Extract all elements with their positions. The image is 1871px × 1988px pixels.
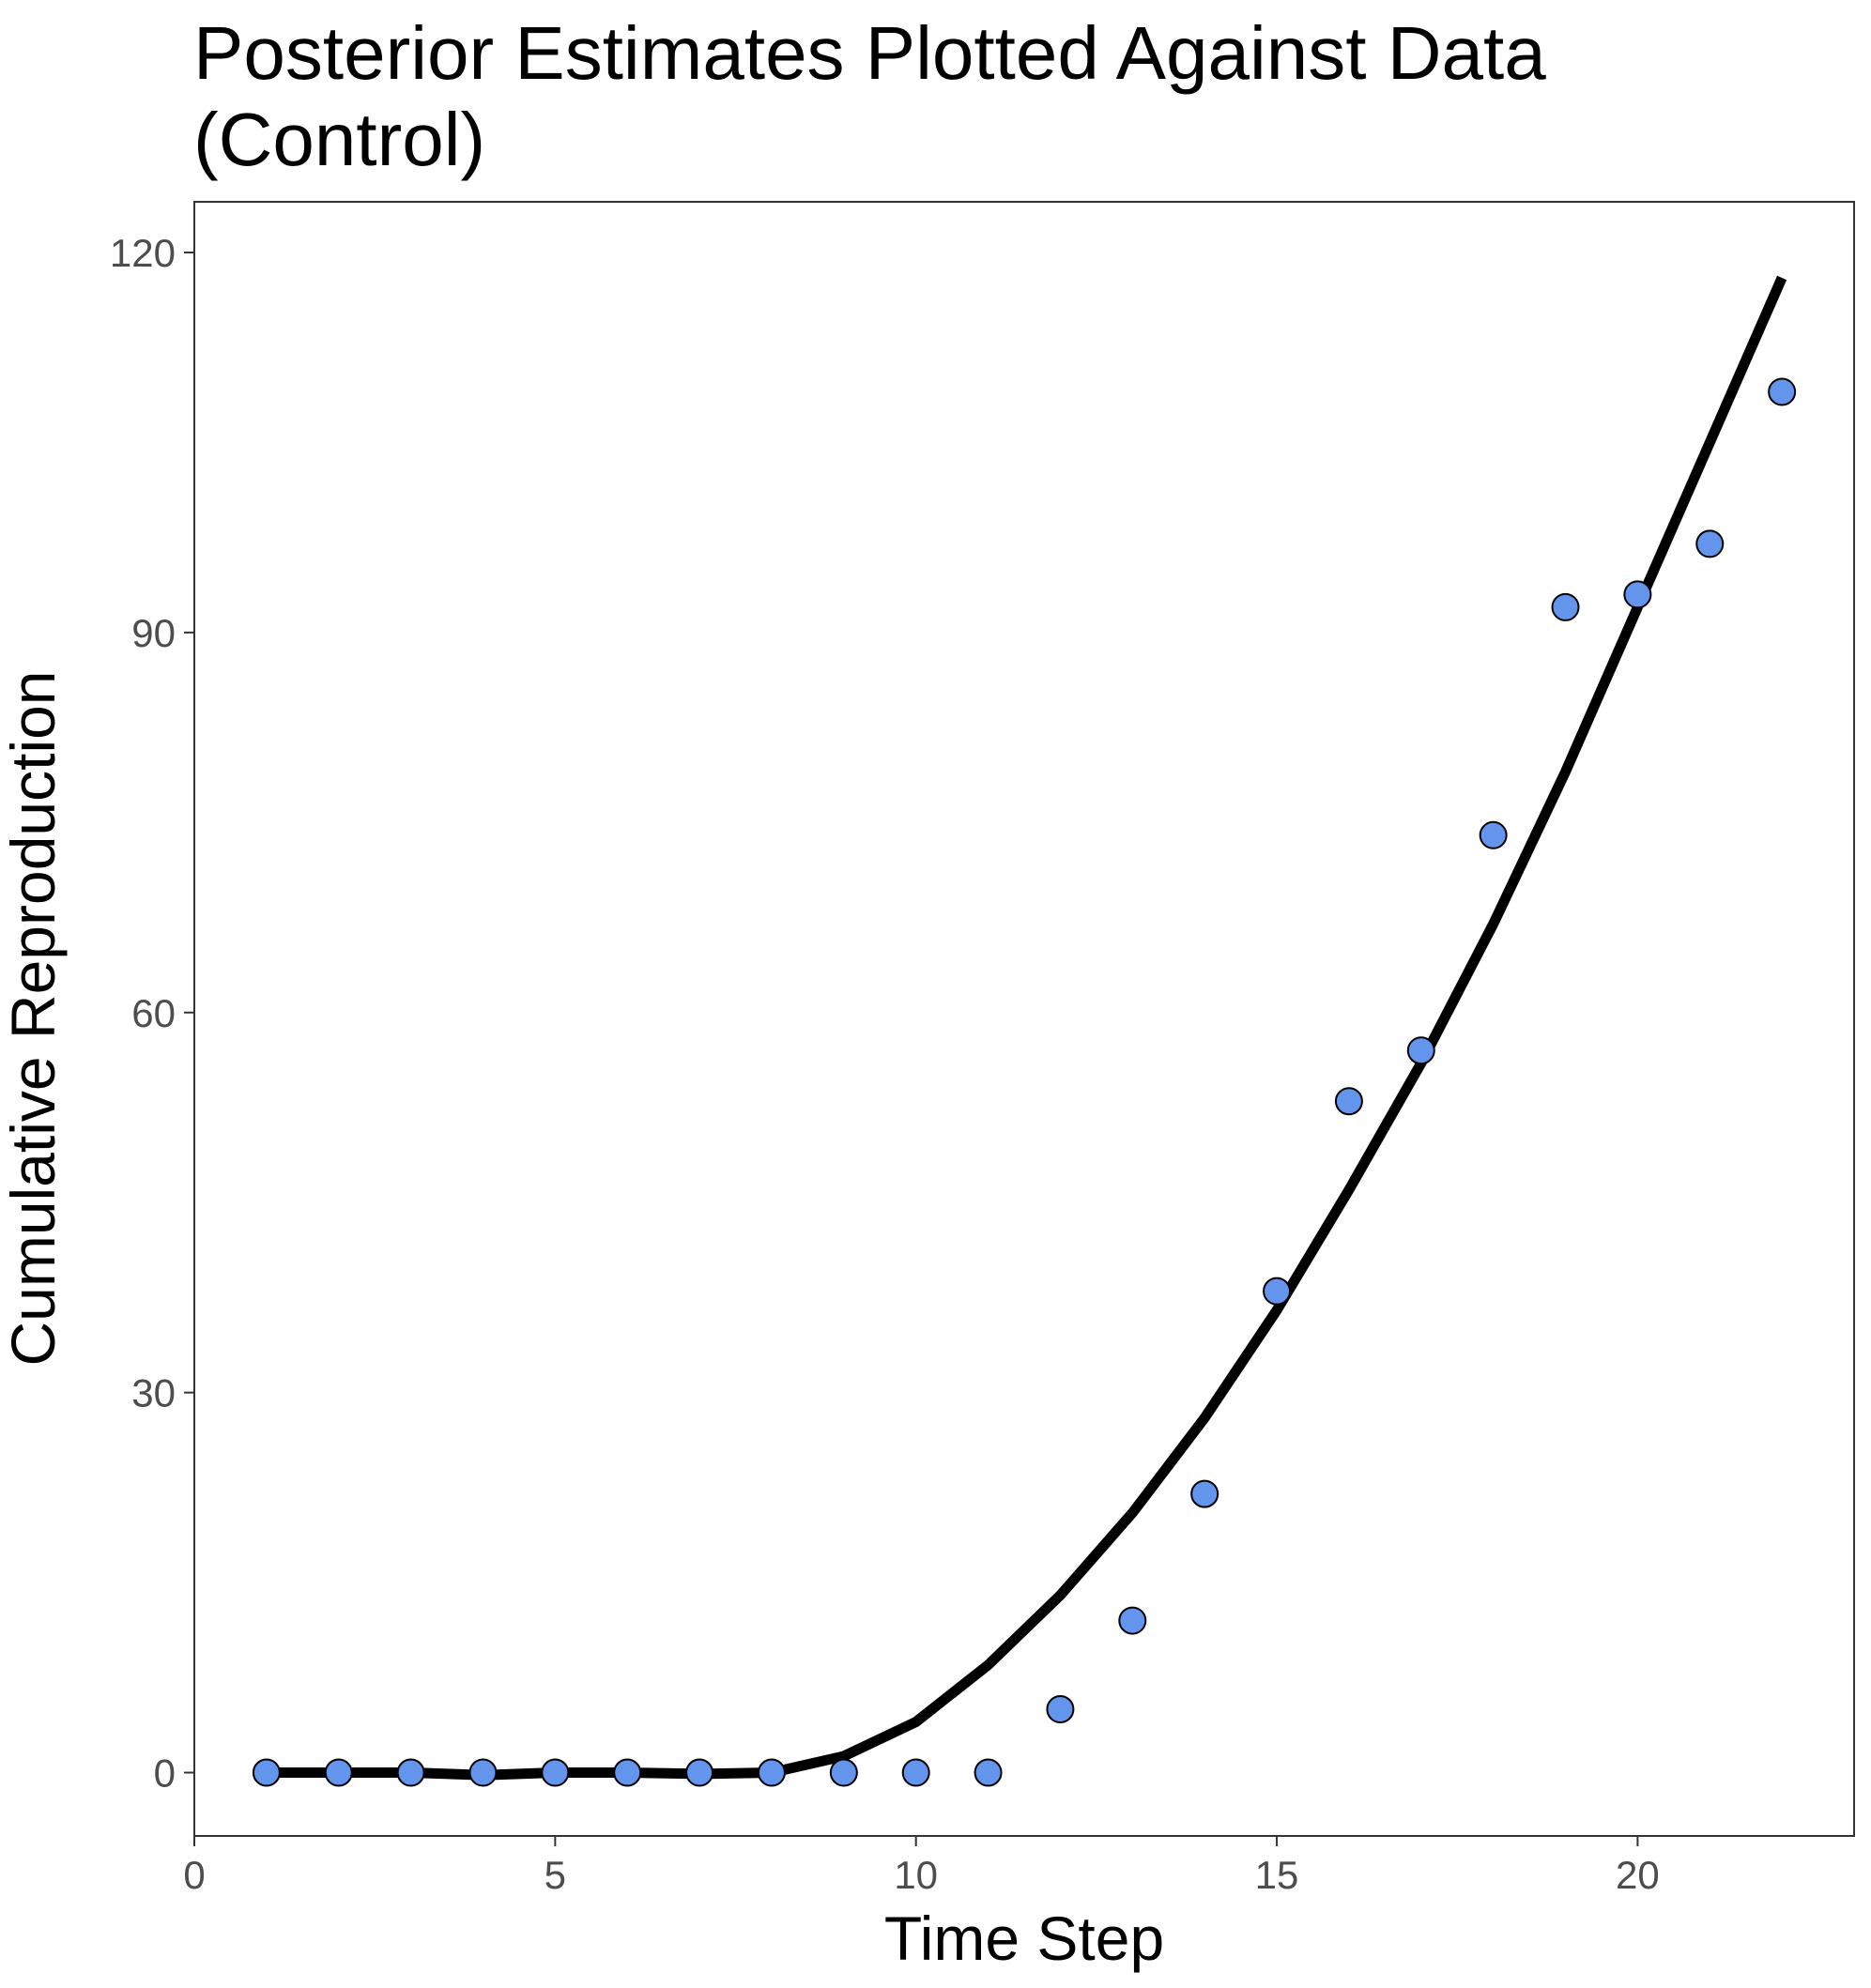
data-point [541, 1758, 570, 1787]
data-point [1334, 1087, 1363, 1116]
posterior-estimate-line [266, 275, 1787, 1781]
data-point [974, 1758, 1003, 1787]
data-point [613, 1758, 642, 1787]
data-point [1479, 820, 1508, 849]
x-tick-label: 10 [894, 1853, 938, 1897]
series-layer [252, 275, 1797, 1787]
data-point [1695, 529, 1725, 558]
chart-title-line-2: (Control) [193, 98, 485, 181]
y-tick-label: 90 [131, 611, 176, 655]
data-point [252, 1758, 281, 1787]
data-point [901, 1758, 930, 1787]
data-point [1190, 1479, 1219, 1508]
y-tick-label: 0 [154, 1751, 176, 1796]
chart-title: Posterior Estimates Plotted Against Data… [193, 11, 1546, 181]
data-point [1263, 1277, 1292, 1306]
x-tick-label: 15 [1255, 1853, 1299, 1897]
x-tick-label: 0 [183, 1853, 205, 1897]
data-point [1046, 1695, 1075, 1724]
x-axis: 0 5 10 15 20 [183, 1836, 1660, 1897]
y-axis: 0 30 60 90 120 [110, 231, 194, 1796]
data-point [1406, 1036, 1435, 1065]
data-point [757, 1758, 786, 1787]
x-tick-label: 5 [544, 1853, 566, 1897]
plot-panel [193, 201, 1855, 1837]
data-point [324, 1758, 353, 1787]
y-axis-title: Cumulative Reproduction [0, 670, 68, 1366]
x-tick-label: 20 [1616, 1853, 1660, 1897]
y-tick-label: 60 [131, 991, 176, 1035]
data-point [396, 1758, 425, 1787]
data-point [829, 1758, 858, 1787]
data-point [1768, 377, 1797, 406]
data-point [1551, 592, 1580, 621]
y-tick-label: 120 [110, 231, 176, 275]
x-axis-title: Time Step [884, 1904, 1164, 1973]
y-tick-label: 30 [131, 1371, 176, 1415]
chart-title-line-1: Posterior Estimates Plotted Against Data [193, 11, 1546, 95]
data-point [1623, 580, 1652, 609]
data-point [1118, 1606, 1147, 1635]
data-point [468, 1758, 498, 1787]
data-point [685, 1758, 714, 1787]
